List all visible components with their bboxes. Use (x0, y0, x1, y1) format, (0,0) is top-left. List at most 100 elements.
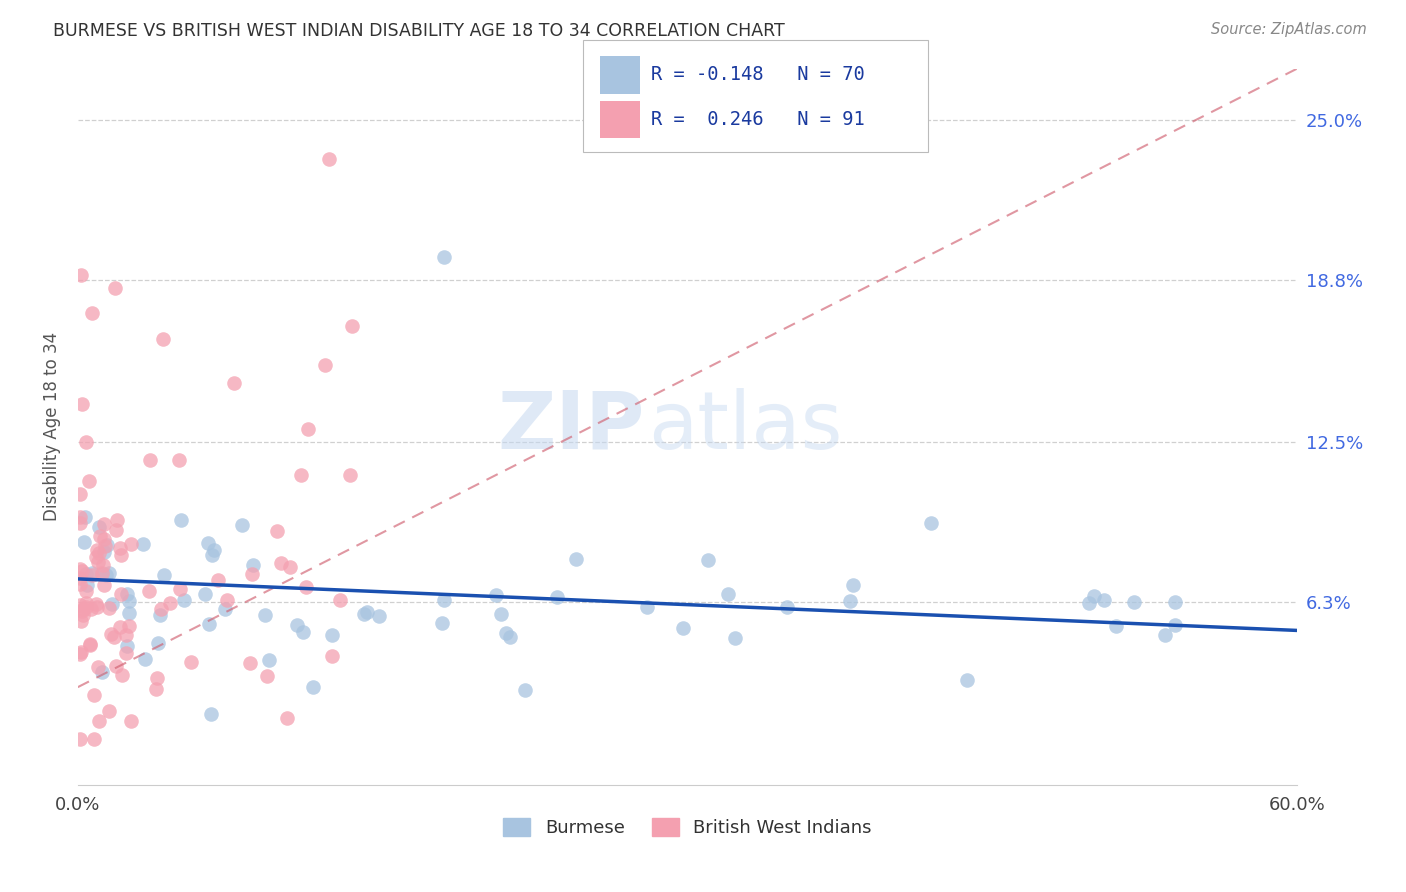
Point (118, 606, 141, 620)
Point (100, 598, 122, 612)
Point (72, 602, 94, 616)
Point (489, 607, 512, 621)
Point (89, 529, 111, 543)
Point (134, 652, 156, 666)
Point (93, 516, 115, 531)
Point (105, 513, 128, 527)
Point (321, 648, 343, 663)
Point (111, 668, 134, 682)
Point (96, 567, 118, 582)
Point (285, 617, 308, 632)
Point (565, 551, 588, 566)
Point (69, 577, 91, 591)
Point (104, 659, 127, 673)
Point (242, 558, 264, 573)
Point (1105, 619, 1128, 633)
Point (87, 714, 110, 729)
Point (270, 557, 292, 571)
Text: ZIP: ZIP (498, 388, 645, 466)
Point (80, 601, 103, 615)
Point (145, 681, 167, 696)
Point (254, 608, 277, 623)
Point (159, 596, 181, 610)
Point (104, 280, 127, 294)
Point (152, 332, 174, 346)
Point (167, 453, 190, 467)
Point (321, 627, 343, 641)
Point (79, 638, 101, 652)
Point (1092, 593, 1115, 607)
Point (69, 571, 91, 585)
Point (513, 682, 536, 697)
Point (90, 665, 112, 679)
Point (353, 607, 375, 622)
Point (86, 542, 108, 557)
Point (89, 520, 111, 534)
Point (87, 555, 110, 569)
Point (318, 152, 340, 166)
Point (100, 627, 122, 641)
Point (432, 615, 454, 630)
Point (79, 637, 101, 651)
Point (96, 538, 118, 552)
Point (169, 513, 191, 527)
Point (69, 731, 91, 746)
Point (197, 536, 219, 550)
Point (697, 553, 720, 567)
Point (169, 582, 191, 596)
Point (76, 578, 98, 592)
Point (87, 660, 110, 674)
Point (146, 671, 169, 685)
Point (70, 565, 93, 579)
Point (75, 599, 97, 614)
Point (84, 597, 107, 611)
Point (201, 548, 224, 562)
Point (138, 584, 160, 599)
Point (108, 620, 131, 634)
Point (240, 567, 263, 582)
Point (1123, 595, 1146, 609)
Point (297, 422, 319, 436)
Point (69, 562, 91, 576)
Point (91, 566, 114, 580)
Point (93, 532, 115, 546)
Point (717, 587, 740, 601)
Point (367, 609, 389, 624)
Point (115, 628, 138, 642)
Point (69, 516, 91, 530)
Point (90, 566, 112, 581)
Point (294, 580, 316, 594)
Point (115, 639, 138, 653)
Point (104, 524, 127, 538)
Point (69, 598, 91, 612)
Point (98, 566, 121, 581)
Point (110, 587, 132, 601)
Point (149, 608, 172, 623)
Point (97, 601, 120, 615)
Point (83, 688, 105, 702)
Point (356, 605, 378, 619)
Point (495, 626, 517, 640)
Text: atlas: atlas (648, 388, 842, 466)
Y-axis label: Disability Age 18 to 34: Disability Age 18 to 34 (44, 332, 60, 521)
Point (93, 578, 115, 592)
Point (215, 592, 238, 607)
Point (546, 590, 568, 604)
Point (485, 588, 508, 602)
Point (118, 593, 141, 607)
Point (956, 673, 979, 687)
Point (72, 607, 94, 622)
Point (131, 537, 153, 551)
Point (920, 516, 942, 531)
Point (292, 625, 315, 640)
Point (340, 319, 363, 334)
Point (86, 600, 108, 615)
Point (75, 435, 97, 450)
Point (108, 541, 131, 556)
Point (1077, 596, 1099, 610)
Point (724, 632, 747, 646)
Point (1164, 617, 1187, 632)
Point (84, 549, 107, 564)
Point (70, 614, 93, 628)
Point (82, 306, 104, 320)
